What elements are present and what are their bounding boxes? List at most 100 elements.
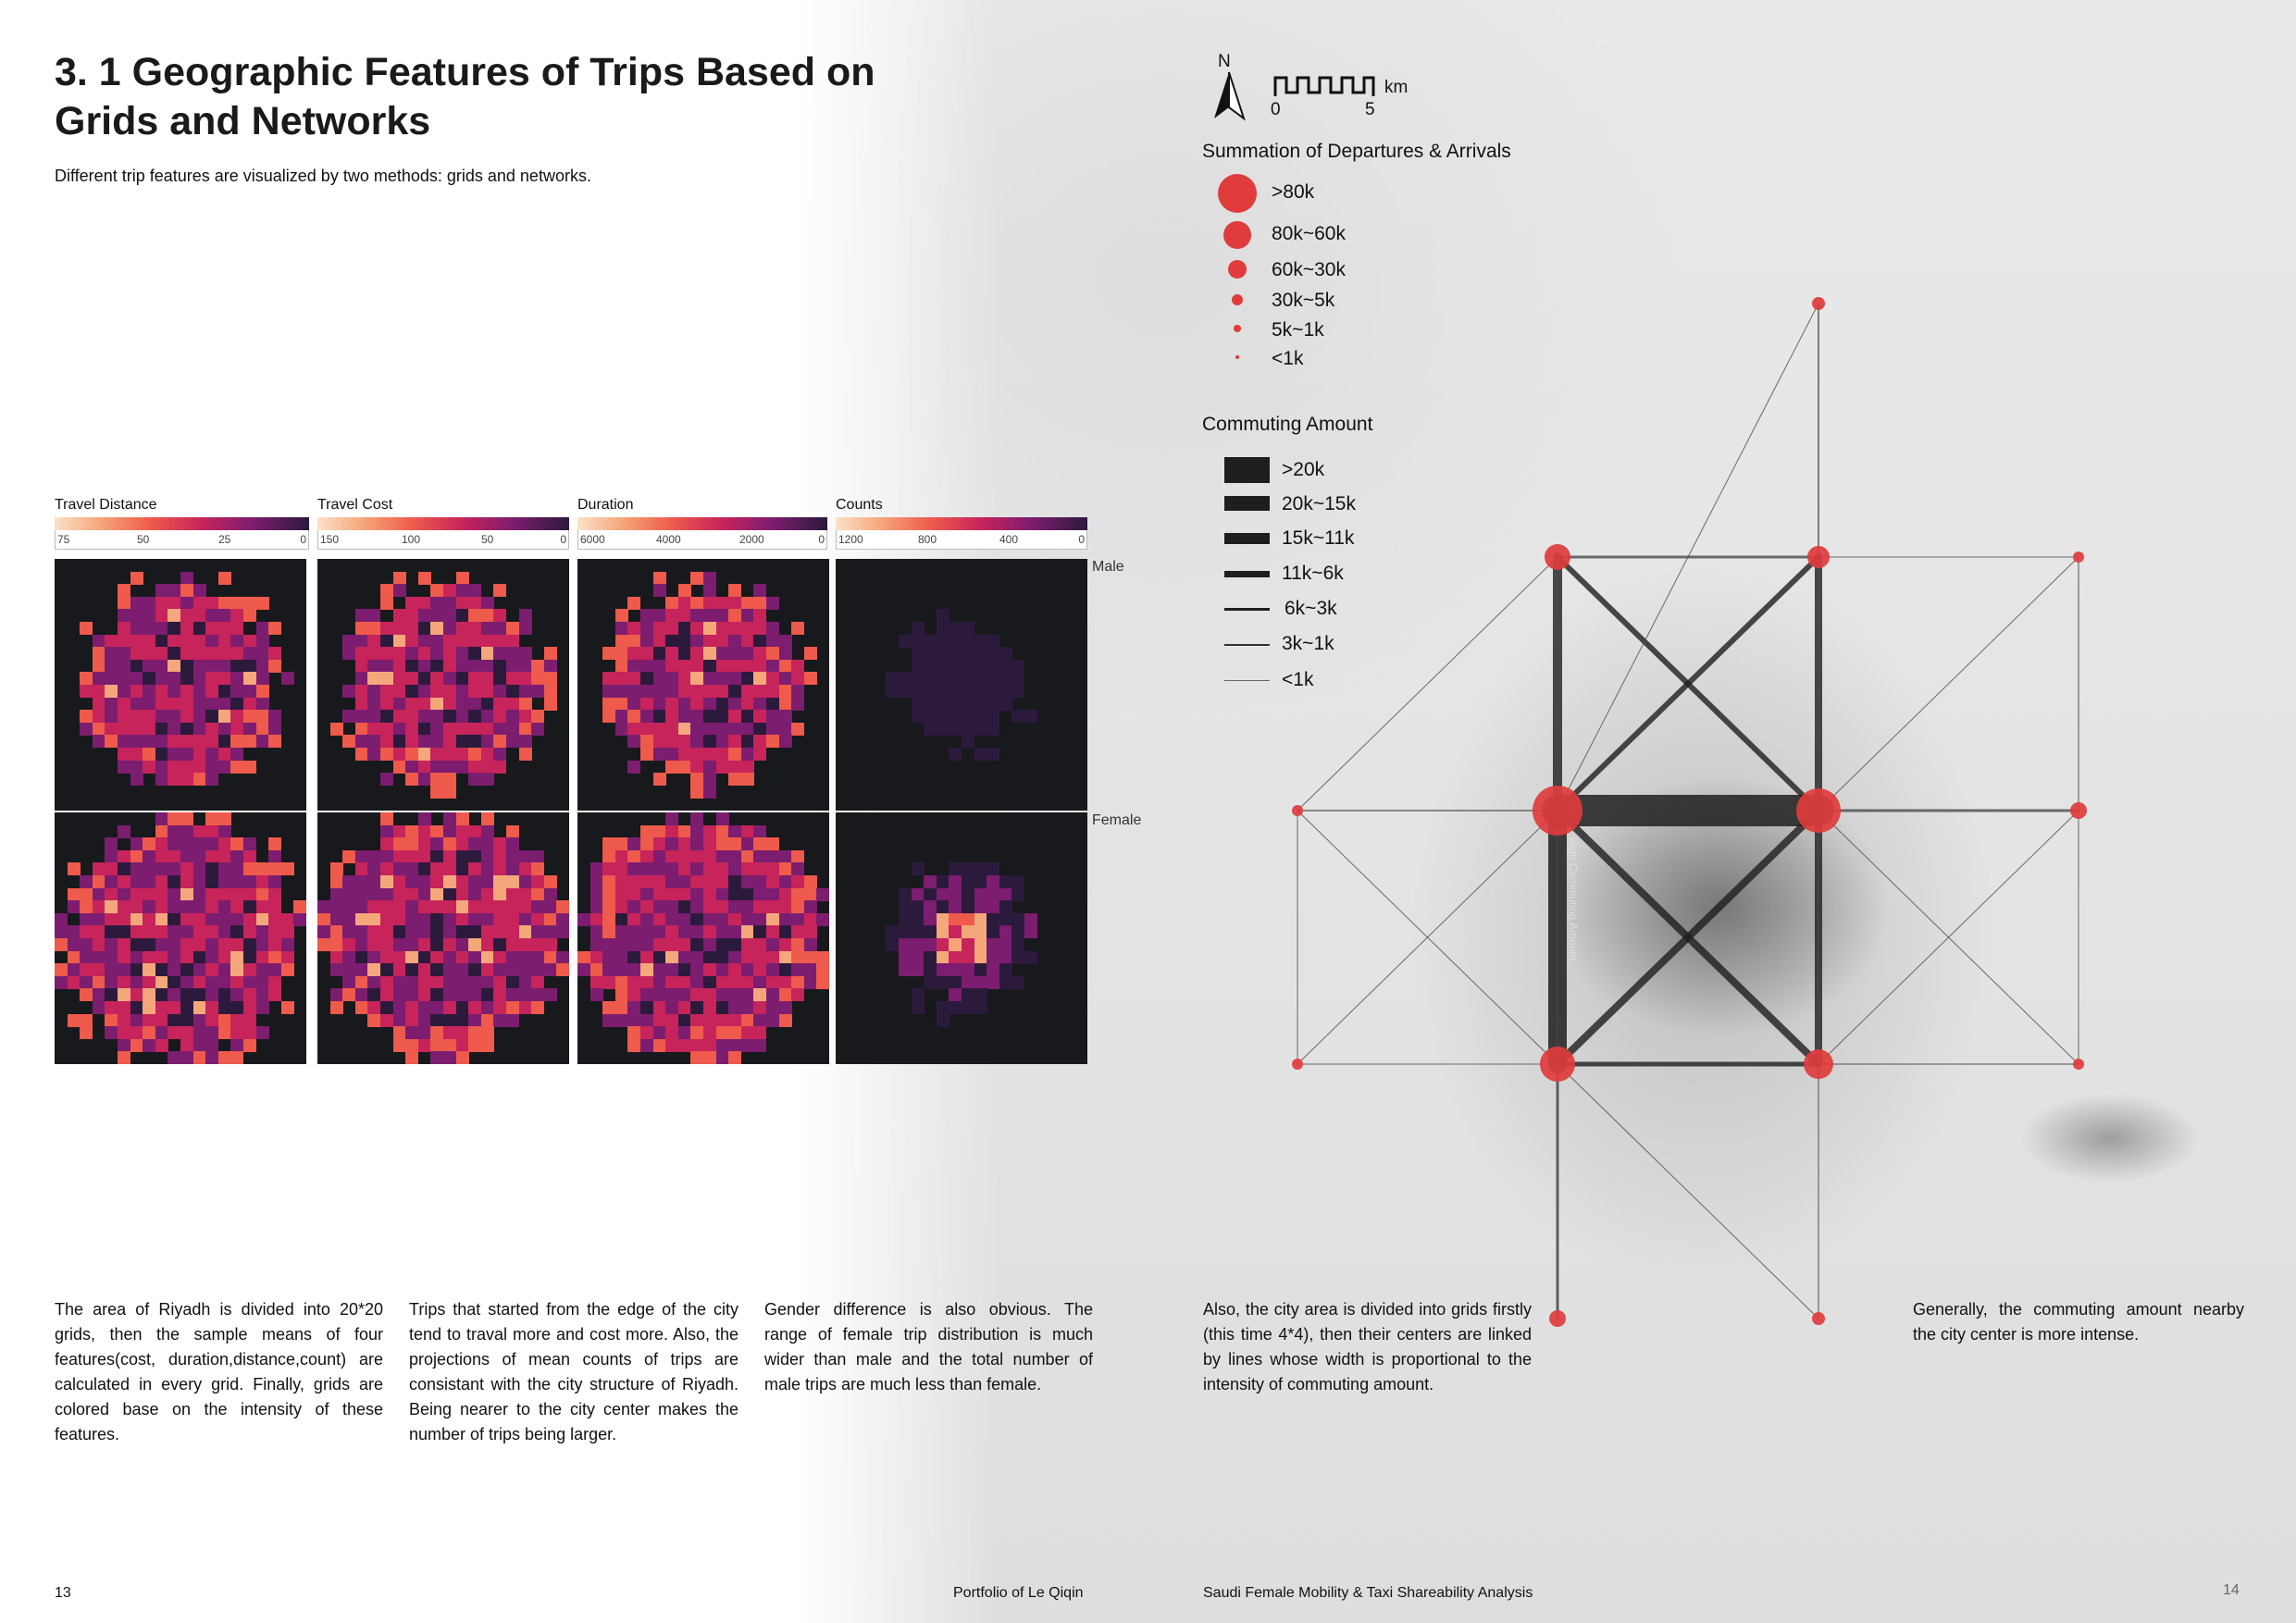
heatmap-cell: [531, 938, 545, 951]
heatmap-cell: [417, 824, 431, 838]
heatmap-cell: [493, 722, 507, 736]
heatmap-cell: [430, 900, 444, 914]
heatmap-cell: [380, 710, 393, 724]
heatmap-cell: [936, 647, 949, 661]
heatmap-cell: [602, 900, 616, 914]
heatmap-cell: [443, 760, 456, 774]
heatmap-cell: [556, 963, 570, 977]
heatmap-cell: [753, 647, 767, 661]
heatmap-cell: [405, 1051, 419, 1065]
heatmap-cell: [130, 596, 143, 610]
heatmap-cell: [230, 659, 244, 673]
heatmap-cell: [740, 912, 754, 926]
heatmap-cell: [392, 862, 406, 876]
heatmap-cell: [627, 912, 641, 926]
heatmap-cell: [92, 735, 105, 749]
heatmap-cell: [168, 950, 181, 964]
heatmap-cell: [778, 710, 792, 724]
heatmap-cell: [405, 938, 419, 951]
heatmap-cell: [230, 925, 244, 939]
heatmap-cell: [143, 988, 156, 1002]
heatmap-cell: [392, 760, 406, 774]
heatmap-cell: [740, 735, 754, 749]
heatmap-cell: [180, 900, 193, 914]
heatmap-cell: [168, 735, 181, 749]
heatmap-cell: [999, 963, 1012, 977]
heatmap-cell: [180, 887, 193, 901]
grid-center-node: [1812, 297, 1825, 310]
heatmap-cell: [92, 887, 105, 901]
heatmap-cell: [740, 875, 754, 888]
heatmap-cell: [677, 1038, 691, 1052]
heatmap-cell: [740, 900, 754, 914]
legend-node-marker: [1228, 260, 1247, 279]
heatmap-cell: [652, 875, 666, 888]
heatmap-cell: [217, 722, 231, 736]
heatmap-cell: [118, 609, 130, 623]
heatmap-cell: [493, 622, 507, 635]
heatmap-cell: [766, 849, 779, 863]
heatmap-cell: [155, 849, 168, 863]
heatmap-cell: [180, 609, 193, 623]
heatmap-cell: [217, 925, 231, 939]
heatmap-cell: [255, 622, 269, 635]
heatmap-cell: [602, 697, 616, 711]
heatmap-cell: [480, 812, 494, 825]
heatmap-cell: [740, 887, 754, 901]
heatmap-cell: [543, 875, 557, 888]
heatmap-cell: [430, 773, 444, 787]
colorbar-tick: 0: [560, 533, 566, 546]
heatmap-cell: [506, 963, 519, 977]
heatmap-cell: [455, 748, 469, 761]
heatmap-cell: [180, 837, 193, 851]
heatmap-cell: [665, 647, 679, 661]
heatmap-cell: [268, 849, 282, 863]
heatmap-cell: [455, 887, 469, 901]
heatmap-cell: [180, 596, 193, 610]
heatmap-cell: [640, 887, 653, 901]
legend-line-label: 20k~15k: [1282, 493, 1356, 514]
heatmap-cell: [778, 963, 792, 977]
heatmap-cell: [911, 659, 925, 673]
heatmap-cell: [493, 1001, 507, 1014]
heatmap-cell: [778, 938, 792, 951]
heatmap-cell: [924, 950, 937, 964]
heatmap-cell: [715, 647, 729, 661]
colorbar-title: Travel Cost: [317, 497, 393, 513]
heatmap-cell: [468, 875, 482, 888]
heatmap-cell: [690, 1001, 704, 1014]
heatmap-cell: [803, 975, 817, 989]
heatmap-cell: [766, 950, 779, 964]
heatmap-cell: [280, 950, 294, 964]
heatmap-cell: [677, 887, 691, 901]
heatmap-cell: [80, 963, 93, 977]
heatmap-cell: [217, 975, 231, 989]
heatmap-cell: [67, 950, 81, 964]
heatmap-cell: [556, 950, 570, 964]
heatmap-cell: [217, 609, 231, 623]
heatmap-cell: [753, 685, 767, 698]
heatmap-cell: [243, 647, 256, 661]
heatmap-cell: [243, 1013, 256, 1027]
legend-node-marker: [1234, 325, 1241, 332]
heatmap-cell: [430, 849, 444, 863]
heatmap-cell: [367, 685, 381, 698]
heatmap-cell: [180, 963, 193, 977]
heatmap-cell: [205, 748, 219, 761]
heatmap-cell: [118, 710, 130, 724]
colorbar-ticks: 6000 4000 2000 0: [577, 530, 827, 550]
heatmap-cell: [778, 950, 792, 964]
heatmap-cell: [677, 622, 691, 635]
heatmap-cell: [949, 912, 962, 926]
heatmap-cell: [180, 735, 193, 749]
heatmap-cell: [155, 760, 168, 774]
heatmap-cell: [468, 722, 482, 736]
heatmap-cell: [443, 1038, 456, 1052]
heatmap-cell: [690, 659, 704, 673]
heatmap-cell: [899, 900, 912, 914]
heatmap-cell: [243, 1001, 256, 1014]
heatmap-cell: [728, 1026, 742, 1040]
heatmap-cell: [80, 875, 93, 888]
heatmap-cell: [665, 748, 679, 761]
heatmap-cell: [715, 1013, 729, 1027]
